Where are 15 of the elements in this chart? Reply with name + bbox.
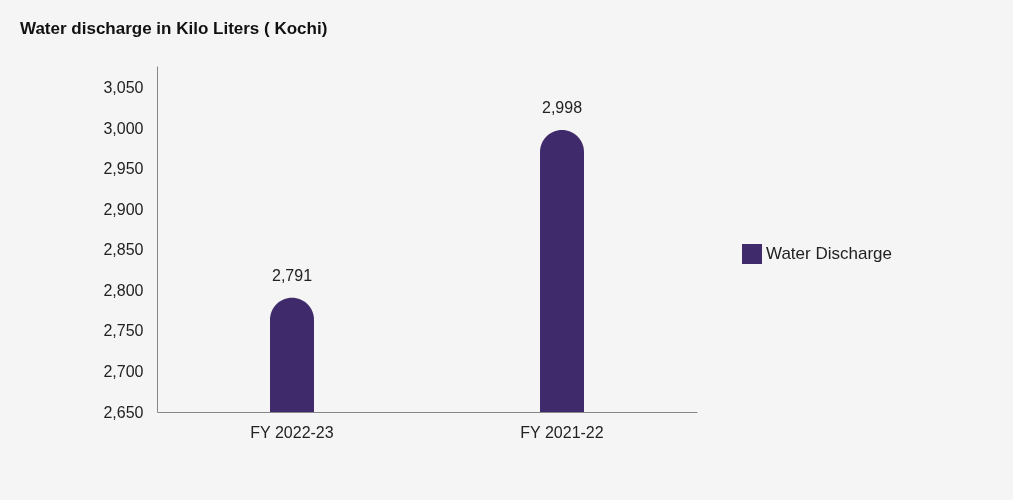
data-label: 2,998 — [541, 99, 583, 117]
x-tick-label: FY 2022-23 — [250, 423, 334, 441]
legend-label: Water Discharge — [766, 244, 892, 263]
y-tick-label: 3,050 — [103, 79, 144, 97]
y-tick-label: 3,000 — [103, 119, 144, 137]
y-tick-label: 2,850 — [103, 241, 144, 259]
y-tick-label: 2,950 — [103, 160, 144, 178]
data-label: 2,791 — [271, 266, 313, 284]
x-tick-label: FY 2021-22 — [520, 423, 604, 441]
y-tick-label: 2,900 — [103, 200, 144, 218]
y-tick-label: 2,700 — [103, 362, 144, 380]
y-tick-label: 2,650 — [103, 403, 144, 421]
y-tick-label: 2,750 — [103, 322, 144, 340]
y-tick-label: 2,800 — [103, 281, 144, 299]
chart-title: Water discharge in Kilo Liters ( Kochi) — [20, 19, 328, 38]
